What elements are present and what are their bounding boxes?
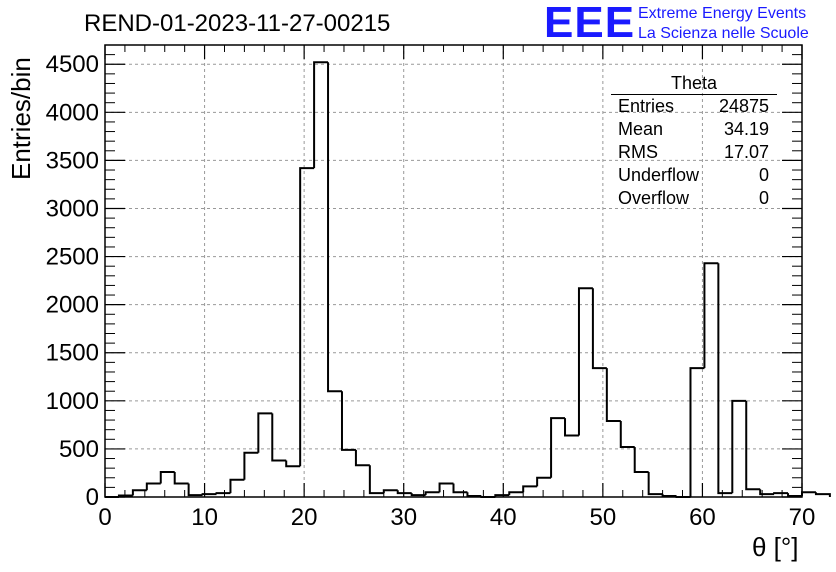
- histogram-bin: [299, 167, 315, 467]
- y-axis-label: Entries/bin: [6, 57, 36, 180]
- histogram-bin: [327, 62, 342, 393]
- y-tick-label: 1500: [46, 340, 99, 367]
- stats-label: Underflow: [618, 165, 700, 185]
- x-tick-label: 60: [689, 504, 716, 531]
- logo-line-1: Extreme Energy Events: [638, 5, 807, 22]
- stats-row: Underflow 0: [611, 164, 777, 187]
- histogram-bin: [550, 417, 566, 478]
- histogram-bin: [801, 491, 816, 497]
- x-tick-label: 40: [490, 504, 517, 531]
- histogram-bin: [354, 449, 370, 467]
- histogram-bin: [508, 491, 524, 496]
- stats-value: 0: [758, 165, 769, 185]
- histogram-bin: [159, 470, 175, 484]
- histogram-bin: [257, 412, 273, 453]
- histogram-bin: [368, 465, 384, 495]
- histogram-bin: [731, 399, 747, 494]
- stats-value: 17.07: [723, 142, 769, 162]
- histogram-bin: [201, 493, 217, 496]
- grid-lines: [105, 45, 802, 497]
- histogram-bin: [717, 263, 733, 495]
- histogram-bin: [661, 494, 677, 498]
- histogram-bin: [605, 368, 621, 423]
- histogram-bin: [131, 489, 147, 496]
- y-tick-label: 500: [59, 436, 99, 463]
- stats-row: Mean 34.19: [611, 118, 777, 141]
- histogram-bin: [396, 490, 412, 495]
- x-tick-label: 10: [191, 504, 218, 531]
- y-tick-label: 2000: [46, 292, 99, 319]
- stats-title: Theta: [611, 73, 777, 95]
- histogram-bin: [187, 483, 203, 497]
- histogram-bin: [173, 471, 189, 485]
- histogram-bin: [814, 492, 831, 497]
- axis-ticks: 0 10 20 30 40 50 60 70 0 500 1000 1500 2000 2500 3000 3…: [46, 44, 816, 531]
- histogram-bin: [564, 418, 579, 437]
- histogram-bin: [633, 446, 649, 473]
- histogram-bin: [703, 262, 719, 369]
- histogram-bin: [759, 489, 775, 496]
- stats-label: Overflow: [618, 188, 690, 208]
- stats-label: Mean: [618, 119, 664, 139]
- logo-line-2: La Scienza nelle Scuole: [638, 25, 809, 42]
- histogram-bin: [215, 492, 231, 495]
- histogram-bin: [452, 483, 468, 494]
- eee-logo: EEE: [544, 0, 636, 47]
- x-tick-label: 20: [291, 504, 318, 531]
- histogram-bin: [145, 482, 161, 491]
- x-tick-label: 0: [98, 504, 111, 531]
- histogram-bin: [271, 413, 287, 462]
- histogram-bin: [285, 460, 301, 468]
- y-tick-label: 3000: [46, 195, 99, 222]
- x-tick-label: 50: [590, 504, 617, 531]
- histogram-bin: [689, 367, 705, 497]
- stats-label: RMS: [618, 142, 658, 162]
- histogram-bin: [438, 482, 454, 493]
- stats-row: Entries 24875: [611, 95, 777, 118]
- histogram-bin: [466, 492, 482, 498]
- histogram-bin: [647, 471, 663, 496]
- histogram-bin: [787, 493, 802, 498]
- histogram-bin: [229, 478, 245, 494]
- stats-row: RMS 17.07: [611, 141, 777, 164]
- histogram-bin: [382, 489, 398, 494]
- histogram-bin: [536, 476, 552, 487]
- stats-row: Overflow 0: [611, 187, 777, 210]
- stats-value: 0: [758, 188, 769, 208]
- stats-value: 34.19: [723, 119, 769, 139]
- chart-title: REND-01-2023-11-27-00215: [84, 10, 391, 37]
- histogram-bin: [424, 491, 440, 496]
- histogram-bin: [410, 493, 426, 497]
- stats-value: 24875: [718, 96, 769, 116]
- plot-frame: [104, 44, 803, 498]
- histogram-bin: [619, 421, 635, 448]
- histogram-bin: [577, 287, 593, 436]
- histogram-bars: [105, 61, 831, 498]
- histogram-bin: [773, 492, 789, 495]
- y-tick-label: 1000: [46, 388, 99, 415]
- histogram-bin: [591, 288, 607, 370]
- y-tick-label: 4000: [46, 99, 99, 126]
- histogram-bin: [243, 451, 259, 480]
- x-tick-label: 70: [789, 504, 816, 531]
- histogram-bin: [522, 485, 538, 493]
- x-tick-label: 30: [390, 504, 417, 531]
- y-tick-label: 0: [86, 484, 99, 511]
- histogram-bin: [313, 61, 329, 169]
- y-tick-label: 2500: [46, 244, 99, 271]
- y-tick-label: 4500: [46, 51, 99, 78]
- histogram-bin: [340, 391, 356, 451]
- histogram-bin: [745, 400, 761, 491]
- stats-label: Entries: [618, 96, 675, 116]
- stats-box: Theta Entries 24875 Mean 34.19 RMS 17.07…: [611, 73, 777, 210]
- x-axis-label: θ [°]: [752, 532, 799, 562]
- y-tick-label: 3500: [46, 147, 99, 174]
